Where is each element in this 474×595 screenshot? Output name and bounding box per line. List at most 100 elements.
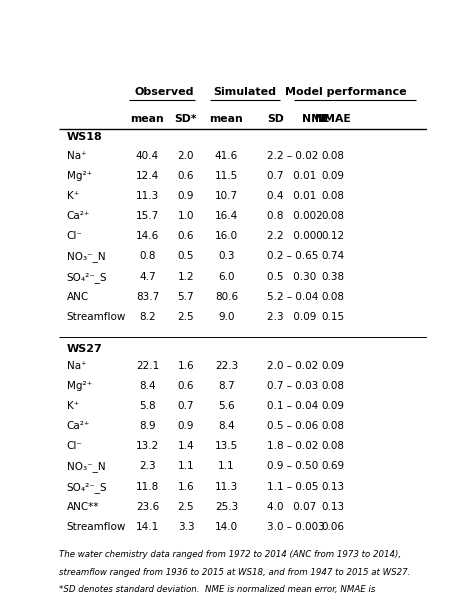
Text: SO₄²⁻_S: SO₄²⁻_S xyxy=(66,271,107,283)
Text: 16.4: 16.4 xyxy=(215,211,238,221)
Text: 12.4: 12.4 xyxy=(136,171,159,181)
Text: 2.5: 2.5 xyxy=(178,502,194,512)
Text: *SD denotes standard deviation.  NME is normalized mean error, NMAE is: *SD denotes standard deviation. NME is n… xyxy=(59,585,375,594)
Text: 2.2 – 0.02: 2.2 – 0.02 xyxy=(267,151,318,161)
Text: 15.7: 15.7 xyxy=(136,211,159,221)
Text: 1.4: 1.4 xyxy=(178,441,194,452)
Text: Ca²⁺: Ca²⁺ xyxy=(66,211,90,221)
Text: 0.7: 0.7 xyxy=(178,401,194,411)
Text: 11.5: 11.5 xyxy=(215,171,238,181)
Text: 0.6: 0.6 xyxy=(178,231,194,242)
Text: 0.3: 0.3 xyxy=(218,252,235,261)
Text: ANC: ANC xyxy=(66,292,89,302)
Text: 0.08: 0.08 xyxy=(321,421,345,431)
Text: 0.06: 0.06 xyxy=(321,522,345,532)
Text: 14.1: 14.1 xyxy=(136,522,159,532)
Text: 10.7: 10.7 xyxy=(215,191,238,201)
Text: SD: SD xyxy=(267,114,283,124)
Text: K⁺: K⁺ xyxy=(66,191,79,201)
Text: 14.6: 14.6 xyxy=(136,231,159,242)
Text: 0.08: 0.08 xyxy=(321,191,345,201)
Text: 8.9: 8.9 xyxy=(139,421,156,431)
Text: NMAE: NMAE xyxy=(315,114,351,124)
Text: 0.13: 0.13 xyxy=(321,481,345,491)
Text: 1.8 – 0.02: 1.8 – 0.02 xyxy=(267,441,318,452)
Text: 41.6: 41.6 xyxy=(215,151,238,161)
Text: 3.3: 3.3 xyxy=(178,522,194,532)
Text: 1.0: 1.0 xyxy=(178,211,194,221)
Text: WS18: WS18 xyxy=(66,132,102,142)
Text: 0.1 – 0.04: 0.1 – 0.04 xyxy=(267,401,318,411)
Text: 8.7: 8.7 xyxy=(218,381,235,391)
Text: 0.8: 0.8 xyxy=(139,252,155,261)
Text: 2.3   0.09: 2.3 0.09 xyxy=(267,312,316,322)
Text: ANC**: ANC** xyxy=(66,502,99,512)
Text: WS27: WS27 xyxy=(66,343,102,353)
Text: 23.6: 23.6 xyxy=(136,502,159,512)
Text: NO₃⁻_N: NO₃⁻_N xyxy=(66,462,105,472)
Text: 0.12: 0.12 xyxy=(321,231,345,242)
Text: mean: mean xyxy=(130,114,164,124)
Text: 0.08: 0.08 xyxy=(321,441,345,452)
Text: Na⁺: Na⁺ xyxy=(66,361,86,371)
Text: 0.08: 0.08 xyxy=(321,292,345,302)
Text: Mg²⁺: Mg²⁺ xyxy=(66,171,92,181)
Text: Cl⁻: Cl⁻ xyxy=(66,231,82,242)
Text: 0.09: 0.09 xyxy=(321,171,345,181)
Text: 14.0: 14.0 xyxy=(215,522,238,532)
Text: 1.6: 1.6 xyxy=(178,361,194,371)
Text: 0.5   0.30: 0.5 0.30 xyxy=(267,271,316,281)
Text: 0.15: 0.15 xyxy=(321,312,345,322)
Text: 0.7 – 0.03: 0.7 – 0.03 xyxy=(267,381,318,391)
Text: 4.0   0.07: 4.0 0.07 xyxy=(267,502,316,512)
Text: 13.2: 13.2 xyxy=(136,441,159,452)
Text: 0.6: 0.6 xyxy=(178,381,194,391)
Text: 6.0: 6.0 xyxy=(218,271,235,281)
Text: 0.13: 0.13 xyxy=(321,502,345,512)
Text: Model performance: Model performance xyxy=(285,87,407,98)
Text: Mg²⁺: Mg²⁺ xyxy=(66,381,92,391)
Text: 0.38: 0.38 xyxy=(321,271,345,281)
Text: SO₄²⁻_S: SO₄²⁻_S xyxy=(66,481,107,493)
Text: 0.5: 0.5 xyxy=(178,252,194,261)
Text: 1.2: 1.2 xyxy=(178,271,194,281)
Text: Cl⁻: Cl⁻ xyxy=(66,441,82,452)
Text: 0.69: 0.69 xyxy=(321,462,345,471)
Text: 0.9: 0.9 xyxy=(178,191,194,201)
Text: 25.3: 25.3 xyxy=(215,502,238,512)
Text: 5.2 – 0.04: 5.2 – 0.04 xyxy=(267,292,318,302)
Text: 0.7   0.01: 0.7 0.01 xyxy=(267,171,316,181)
Text: 8.2: 8.2 xyxy=(139,312,156,322)
Text: 3.0 – 0.003: 3.0 – 0.003 xyxy=(267,522,325,532)
Text: 11.3: 11.3 xyxy=(136,191,159,201)
Text: Streamflow: Streamflow xyxy=(66,522,126,532)
Text: 9.0: 9.0 xyxy=(218,312,235,322)
Text: 80.6: 80.6 xyxy=(215,292,238,302)
Text: Observed: Observed xyxy=(134,87,194,98)
Text: Simulated: Simulated xyxy=(213,87,276,98)
Text: 0.4   0.01: 0.4 0.01 xyxy=(267,191,316,201)
Text: 4.7: 4.7 xyxy=(139,271,156,281)
Text: 0.08: 0.08 xyxy=(321,381,345,391)
Text: 8.4: 8.4 xyxy=(218,421,235,431)
Text: 0.09: 0.09 xyxy=(321,401,345,411)
Text: NO₃⁻_N: NO₃⁻_N xyxy=(66,252,105,262)
Text: 5.7: 5.7 xyxy=(178,292,194,302)
Text: 0.9: 0.9 xyxy=(178,421,194,431)
Text: 1.1 – 0.05: 1.1 – 0.05 xyxy=(267,481,318,491)
Text: 5.8: 5.8 xyxy=(139,401,156,411)
Text: 0.74: 0.74 xyxy=(321,252,345,261)
Text: NME: NME xyxy=(301,114,329,124)
Text: 8.4: 8.4 xyxy=(139,381,156,391)
Text: streamflow ranged from 1936 to 2015 at WS18, and from 1947 to 2015 at WS27.: streamflow ranged from 1936 to 2015 at W… xyxy=(59,568,410,577)
Text: 0.9 – 0.50: 0.9 – 0.50 xyxy=(267,462,318,471)
Text: 2.0 – 0.02: 2.0 – 0.02 xyxy=(267,361,318,371)
Text: 0.2 – 0.65: 0.2 – 0.65 xyxy=(267,252,318,261)
Text: mean: mean xyxy=(210,114,243,124)
Text: 40.4: 40.4 xyxy=(136,151,159,161)
Text: The water chemistry data ranged from 1972 to 2014 (ANC from 1973 to 2014),: The water chemistry data ranged from 197… xyxy=(59,550,401,559)
Text: 1.6: 1.6 xyxy=(178,481,194,491)
Text: 1.1: 1.1 xyxy=(218,462,235,471)
Text: Streamflow: Streamflow xyxy=(66,312,126,322)
Text: 2.3: 2.3 xyxy=(139,462,156,471)
